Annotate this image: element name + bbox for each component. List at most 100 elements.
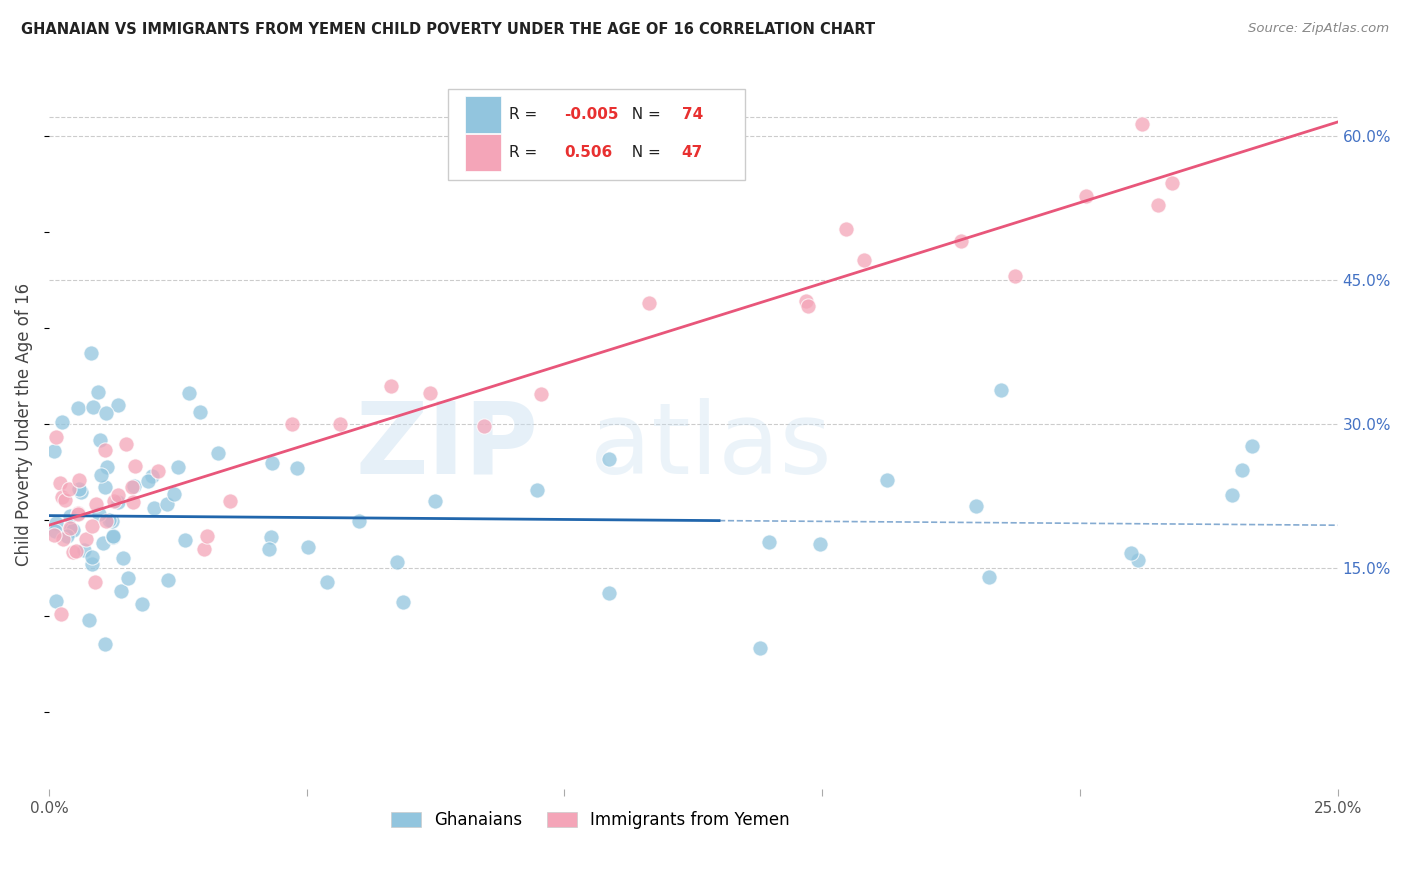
Point <box>1161 176 1184 190</box>
Point <box>91 536 114 550</box>
Point <box>179 386 201 401</box>
Point <box>1126 553 1149 567</box>
Point <box>156 497 179 511</box>
Point <box>51 415 73 429</box>
Point <box>598 452 620 467</box>
Point <box>59 509 82 524</box>
Text: Source: ZipAtlas.com: Source: ZipAtlas.com <box>1249 22 1389 36</box>
Point <box>107 399 129 413</box>
Point <box>96 459 118 474</box>
Point <box>60 523 83 537</box>
Point <box>51 607 73 622</box>
Point <box>876 474 898 488</box>
Point <box>107 488 129 502</box>
Point <box>835 221 858 235</box>
Point <box>66 401 89 415</box>
Point <box>82 557 104 571</box>
Point <box>51 491 73 505</box>
Point <box>62 523 84 537</box>
Point <box>297 540 319 554</box>
Point <box>188 405 211 419</box>
Point <box>530 386 553 401</box>
Point <box>193 542 215 557</box>
Point <box>67 482 90 496</box>
Legend: Ghanaians, Immigrants from Yemen: Ghanaians, Immigrants from Yemen <box>384 805 797 836</box>
Point <box>1232 463 1254 477</box>
Point <box>143 500 166 515</box>
Point <box>385 555 408 569</box>
Point <box>131 598 153 612</box>
Point <box>1240 439 1263 453</box>
Point <box>122 494 145 508</box>
Point <box>1147 198 1170 212</box>
Text: atlas: atlas <box>591 398 832 495</box>
Point <box>87 384 110 399</box>
Point <box>965 499 987 513</box>
Point <box>45 593 67 607</box>
Point <box>94 480 117 494</box>
Text: -0.005: -0.005 <box>564 107 619 122</box>
Point <box>347 514 370 528</box>
Text: 47: 47 <box>682 145 703 160</box>
Point <box>44 524 66 538</box>
Point <box>977 569 1000 583</box>
Point <box>58 482 80 496</box>
Point <box>65 544 87 558</box>
Text: R =: R = <box>509 145 547 160</box>
Text: N =: N = <box>623 145 666 160</box>
Point <box>87 507 110 521</box>
Point <box>59 521 82 535</box>
Point <box>49 475 72 490</box>
Point <box>122 479 145 493</box>
Point <box>1004 268 1026 283</box>
FancyBboxPatch shape <box>449 89 745 180</box>
Point <box>207 446 229 460</box>
Point <box>80 519 103 533</box>
Point <box>94 442 117 457</box>
Point <box>121 480 143 494</box>
Point <box>749 640 772 655</box>
Point <box>94 637 117 651</box>
Point <box>124 459 146 474</box>
Point <box>103 493 125 508</box>
Point <box>853 253 876 268</box>
Text: GHANAIAN VS IMMIGRANTS FROM YEMEN CHILD POVERTY UNDER THE AGE OF 16 CORRELATION : GHANAIAN VS IMMIGRANTS FROM YEMEN CHILD … <box>21 22 875 37</box>
Point <box>73 542 96 557</box>
Point <box>79 613 101 627</box>
Point <box>53 492 76 507</box>
Point <box>163 487 186 501</box>
Point <box>260 456 283 470</box>
Point <box>157 573 180 587</box>
Point <box>69 484 91 499</box>
Point <box>526 483 548 497</box>
Point <box>146 465 169 479</box>
Point <box>260 530 283 544</box>
Point <box>115 437 138 451</box>
Point <box>316 575 339 590</box>
Point <box>794 294 817 309</box>
Point <box>90 467 112 482</box>
Point <box>62 545 84 559</box>
Point <box>42 528 65 542</box>
Point <box>380 379 402 393</box>
Point <box>173 533 195 548</box>
Point <box>80 346 103 360</box>
Point <box>117 571 139 585</box>
Point <box>98 513 121 527</box>
Point <box>52 532 75 546</box>
Point <box>67 474 90 488</box>
Point <box>94 406 117 420</box>
Point <box>89 433 111 447</box>
Text: R =: R = <box>509 107 543 122</box>
Point <box>419 385 441 400</box>
Point <box>808 537 831 551</box>
Point <box>285 461 308 475</box>
Point <box>758 534 780 549</box>
Point <box>423 493 446 508</box>
Point <box>110 584 132 599</box>
Point <box>86 498 108 512</box>
Point <box>45 516 67 530</box>
Point <box>166 460 188 475</box>
Point <box>138 474 160 488</box>
Point <box>257 541 280 556</box>
